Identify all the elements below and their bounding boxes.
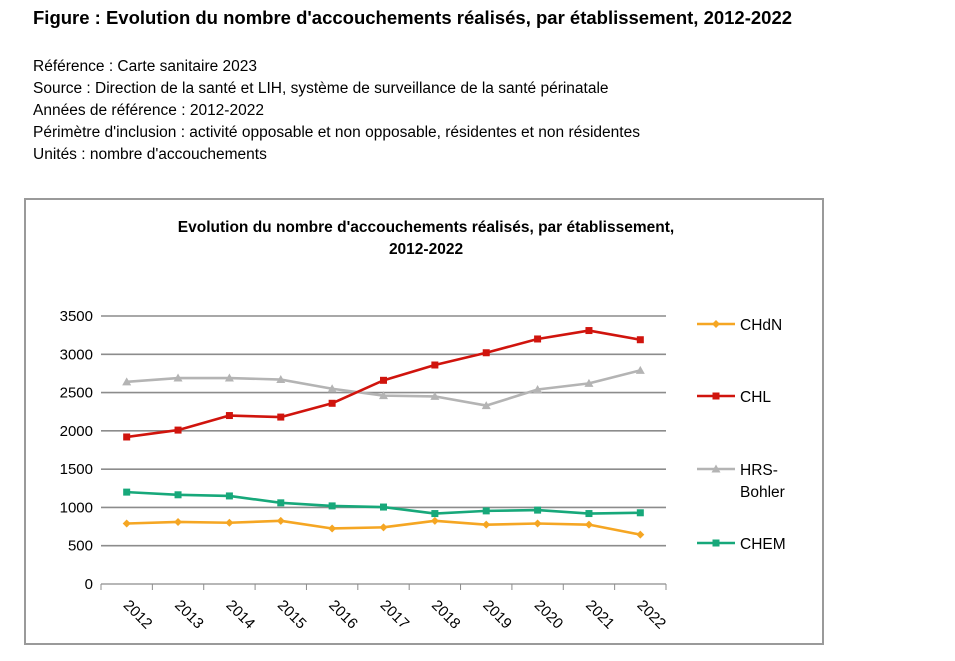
data-point [173,373,183,382]
data-point [123,433,131,441]
data-point [380,376,387,384]
data-point [482,349,490,357]
legend-marker [712,539,720,547]
data-point [379,391,388,400]
meta-scope: Périmètre d'inclusion : activité opposab… [33,124,640,141]
x-tick-label: 2012 [120,597,156,633]
y-tick-label: 1500 [60,461,93,478]
data-point [481,401,491,410]
chart-title-line: Evolution du nombre d'accouchements réal… [178,219,674,236]
x-tick-label: 2013 [171,597,207,633]
legend-label: CHEM [740,536,786,553]
data-point [174,491,182,499]
y-tick-label: 2000 [60,423,93,440]
figure-title: Figure : Evolution du nombre d'accouchem… [33,7,793,28]
data-point [379,523,388,532]
data-point [225,492,233,500]
data-point [380,503,387,511]
series-line [126,369,641,407]
y-tick-label: 3000 [60,346,93,363]
data-point [636,336,644,344]
legend-label: CHL [740,389,771,406]
meta-reference: Référence : Carte sanitaire 2023 [33,58,258,75]
data-point [328,502,336,510]
chart-frame: Evolution du nombre d'accouchements réal… [24,198,824,645]
data-point [636,509,644,517]
meta-units: Unités : nombre d'accouchements [33,146,267,163]
data-point [635,365,645,374]
x-tick-label: 2022 [633,597,669,633]
data-point [277,413,285,421]
data-point [328,524,337,533]
data-point [430,391,440,400]
data-point [174,426,182,434]
data-point [122,519,131,528]
data-point [328,399,336,407]
y-tick-label: 0 [85,576,93,593]
data-point [276,375,286,384]
data-point [533,519,542,528]
x-tick-label: 2014 [223,597,259,633]
x-tick-label: 2021 [582,597,618,633]
data-point [430,516,439,525]
data-point [122,377,132,386]
legend-marker [712,392,720,400]
meta-years: Années de référence : 2012-2022 [33,102,264,119]
chart-title-line: 2012-2022 [389,241,463,258]
data-point [431,510,439,518]
data-point [585,327,593,335]
legend-marker [712,320,720,328]
legend-label: CHdN [740,317,782,334]
data-point [174,517,183,526]
x-tick-label: 2019 [479,597,515,633]
data-point [636,530,645,539]
data-point [482,520,491,529]
data-point [225,412,233,420]
data-point [584,378,594,387]
y-tick-label: 3500 [60,308,93,325]
figure-metadata: Référence : Carte sanitaire 2023 Source … [33,56,640,166]
legend-marker [711,464,721,473]
legend-label: Bohler [740,484,785,501]
data-point [431,361,439,369]
data-point [534,335,542,343]
x-tick-label: 2018 [428,597,464,633]
legend-label: HRS- [740,462,778,479]
x-tick-label: 2020 [531,597,567,633]
line-chart: Evolution du nombre d'accouchements réal… [60,219,786,633]
data-point [482,507,490,515]
data-point [123,488,131,496]
data-point [584,520,593,529]
data-point [224,373,234,382]
x-tick-label: 2015 [274,597,310,633]
data-point [585,510,593,518]
data-point [225,518,234,527]
data-point [534,506,542,514]
data-point [276,516,285,525]
data-point [533,385,543,394]
y-tick-label: 500 [68,538,93,555]
x-tick-label: 2016 [325,597,361,633]
data-point [277,499,285,507]
y-tick-label: 2500 [60,385,93,402]
y-tick-label: 1000 [60,499,93,516]
data-point [327,384,337,393]
meta-source: Source : Direction de la santé et LIH, s… [33,80,609,97]
x-tick-label: 2017 [377,597,413,633]
